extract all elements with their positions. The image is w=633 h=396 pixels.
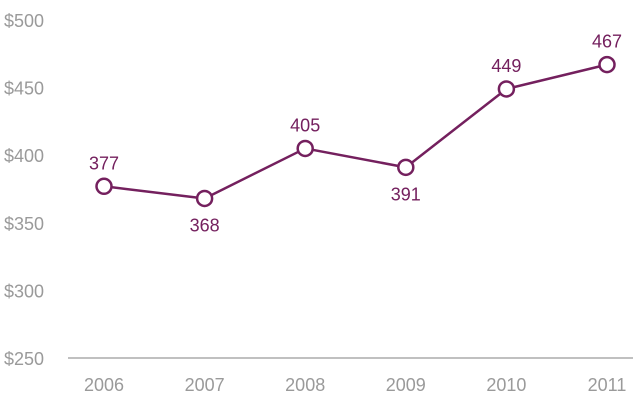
y-axis-ticks: $250 $300 $350 $400 $450 $500: [4, 11, 44, 369]
data-label: 405: [290, 115, 320, 135]
x-tick-label: 2009: [386, 375, 426, 395]
x-axis-ticks: 2006 2007 2008 2009 2010 2011: [84, 375, 626, 395]
x-tick-label: 2011: [588, 375, 627, 395]
data-label: 467: [592, 32, 622, 52]
data-label: 368: [190, 215, 220, 235]
data-point: [397, 158, 415, 177]
data-point: [296, 139, 314, 158]
data-point: [195, 189, 214, 208]
data-label: 377: [89, 153, 119, 173]
x-tick-label: 2007: [185, 375, 225, 395]
data-point: [598, 55, 616, 74]
y-tick-label: $250: [4, 349, 44, 369]
data-label: 391: [391, 184, 421, 204]
data-point: [95, 177, 113, 196]
y-tick-label: $500: [4, 11, 44, 31]
data-points: [95, 55, 616, 208]
data-labels: 377 368 405 391 449 467: [89, 32, 622, 236]
x-tick-label: 2008: [285, 375, 325, 395]
data-label: 449: [491, 56, 521, 76]
y-tick-label: $350: [4, 214, 44, 234]
series-line: [103, 63, 608, 200]
x-tick-label: 2006: [84, 375, 124, 395]
y-tick-label: $400: [4, 146, 44, 166]
y-tick-label: $450: [4, 79, 44, 99]
y-tick-label: $300: [4, 281, 44, 301]
data-point: [497, 80, 516, 98]
x-tick-label: 2010: [486, 375, 526, 395]
